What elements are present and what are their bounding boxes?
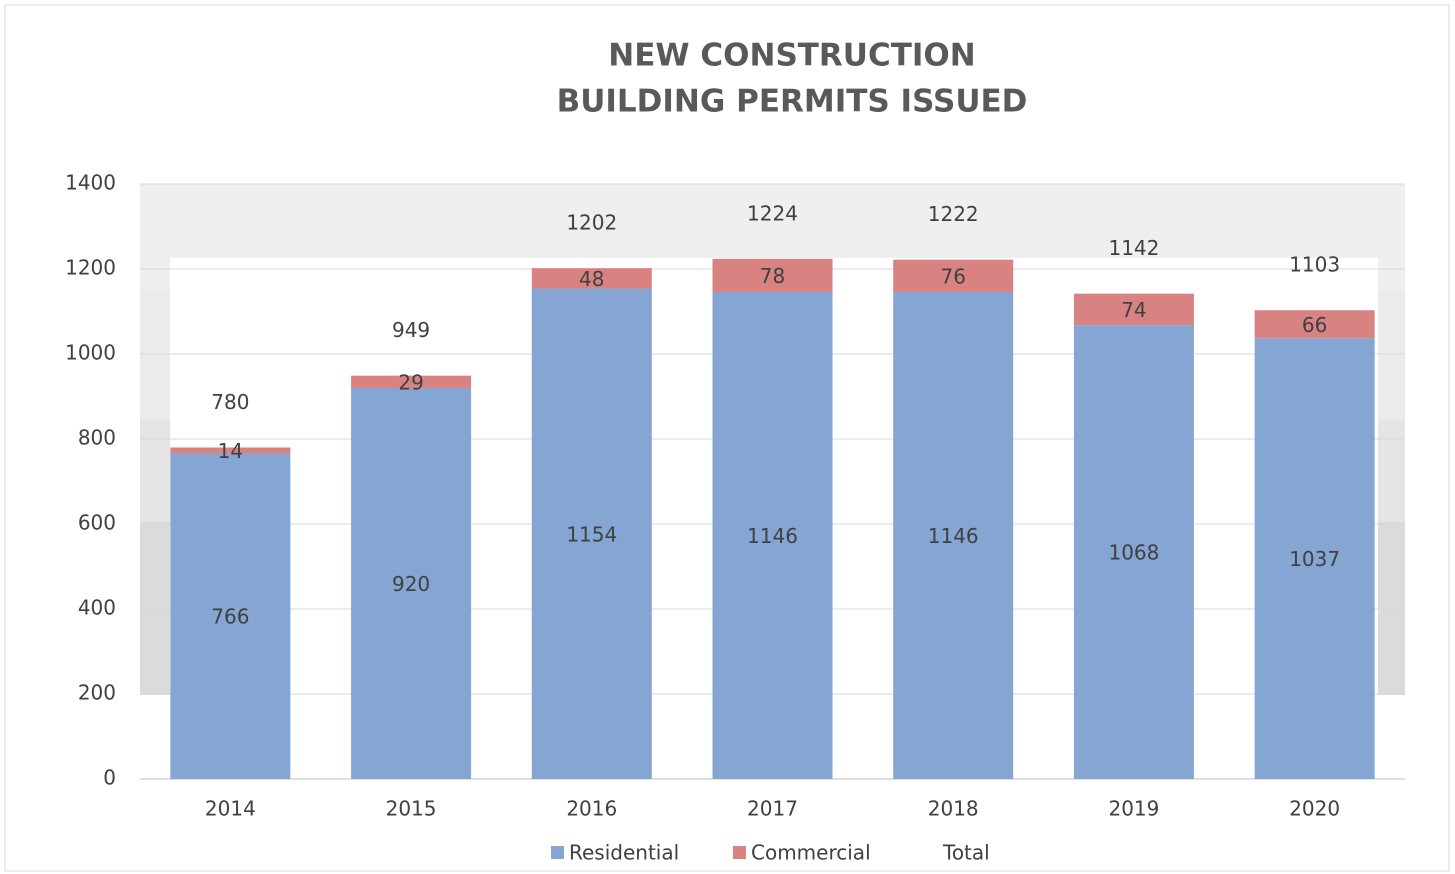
y-tick-label: 0 [103, 766, 116, 790]
data-label: 1142 [1108, 236, 1159, 260]
data-label: 78 [760, 264, 785, 288]
chart-title: NEW CONSTRUCTION [608, 38, 975, 74]
data-label: 1103 [1289, 253, 1340, 277]
legend-label: Commercial [751, 841, 871, 865]
bar-segment [170, 453, 291, 779]
legend-label: Residential [569, 841, 679, 865]
y-tick-label: 600 [78, 511, 116, 535]
bar-segment [1254, 310, 1375, 339]
data-label: 29 [398, 370, 423, 394]
x-tick-label: 2020 [1289, 797, 1340, 821]
bar-segment [351, 375, 472, 388]
y-tick-label: 800 [78, 426, 116, 450]
bar-segment [712, 291, 833, 779]
data-label: 949 [392, 318, 430, 342]
data-label: 66 [1302, 313, 1327, 337]
bar-segment [1254, 338, 1375, 779]
bar-segment [170, 447, 291, 454]
y-tick-label: 1000 [65, 341, 116, 365]
data-label: 766 [211, 605, 249, 629]
data-label: 48 [579, 267, 604, 291]
data-label: 1222 [928, 202, 979, 226]
data-label: 1037 [1289, 547, 1340, 571]
data-label: 780 [211, 390, 249, 414]
bar-segment [1073, 293, 1194, 326]
bar-segment [351, 388, 472, 779]
data-label: 1154 [566, 522, 617, 546]
data-label: 1202 [566, 211, 617, 235]
x-tick-label: 2015 [386, 797, 437, 821]
x-tick-label: 2016 [566, 797, 617, 821]
data-label: 920 [392, 572, 430, 596]
legend-label: Total [942, 841, 990, 865]
data-label: 74 [1121, 298, 1146, 322]
data-label: 1068 [1108, 541, 1159, 565]
chart-title: BUILDING PERMITS ISSUED [557, 84, 1028, 120]
y-tick-label: 1200 [65, 256, 116, 280]
bar-segment [531, 268, 652, 289]
y-tick-label: 1400 [65, 171, 116, 195]
bar-segment [893, 259, 1014, 292]
y-tick-label: 400 [78, 596, 116, 620]
y-tick-label: 200 [78, 681, 116, 705]
bar-segment [1073, 325, 1194, 779]
data-label: 76 [940, 264, 965, 288]
x-tick-label: 2019 [1108, 797, 1159, 821]
bar-segment [712, 258, 833, 292]
data-label: 14 [218, 439, 243, 463]
bar-segment [531, 288, 652, 779]
x-tick-label: 2018 [928, 797, 979, 821]
x-tick-label: 2014 [205, 797, 256, 821]
data-label: 1146 [747, 524, 798, 548]
legend-swatch [551, 846, 564, 859]
bar-segment [893, 291, 1014, 779]
data-label: 1146 [928, 524, 979, 548]
data-label: 1224 [747, 201, 798, 225]
x-tick-label: 2017 [747, 797, 798, 821]
legend-swatch [733, 846, 746, 859]
